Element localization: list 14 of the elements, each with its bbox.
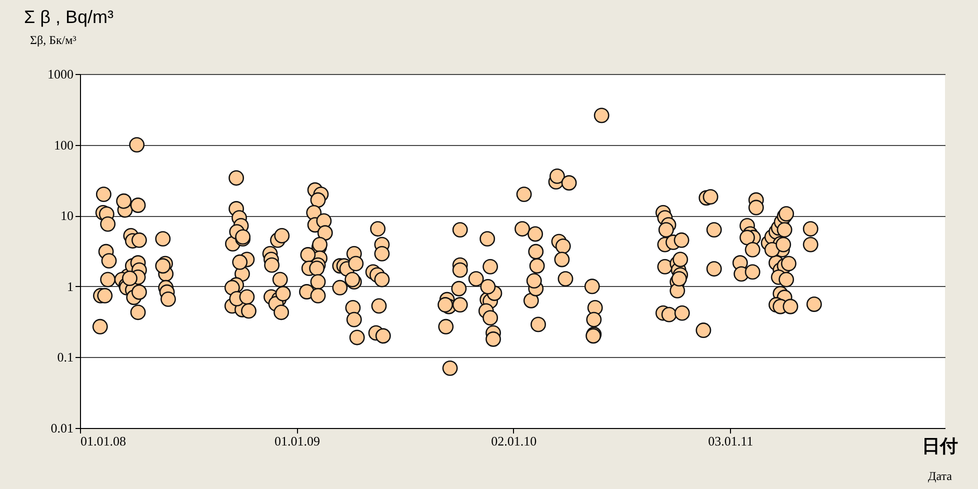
y-tick-label: 100 bbox=[54, 137, 74, 152]
x-tick-label: 02.01.10 bbox=[491, 434, 537, 448]
x-tick-label: 03.01.11 bbox=[708, 434, 754, 448]
x-tick-label: 01.01.09 bbox=[274, 434, 320, 448]
y-tick-label: 1000 bbox=[48, 66, 74, 82]
text: Дата bbox=[928, 469, 953, 483]
y-axis-title: Σ β , Bq/m³ bbox=[24, 7, 114, 27]
text: Σβ, Бк/м³ bbox=[30, 33, 77, 47]
x-tick-label: 01.01.08 bbox=[80, 434, 126, 448]
y-tick-label: 0.01 bbox=[50, 420, 74, 436]
y-tick-label: 1 bbox=[67, 278, 74, 294]
y-tick-label: 10 bbox=[60, 208, 74, 224]
y-tick-label: 0.1 bbox=[57, 350, 74, 365]
x-axis-title: 日付 bbox=[922, 436, 958, 457]
